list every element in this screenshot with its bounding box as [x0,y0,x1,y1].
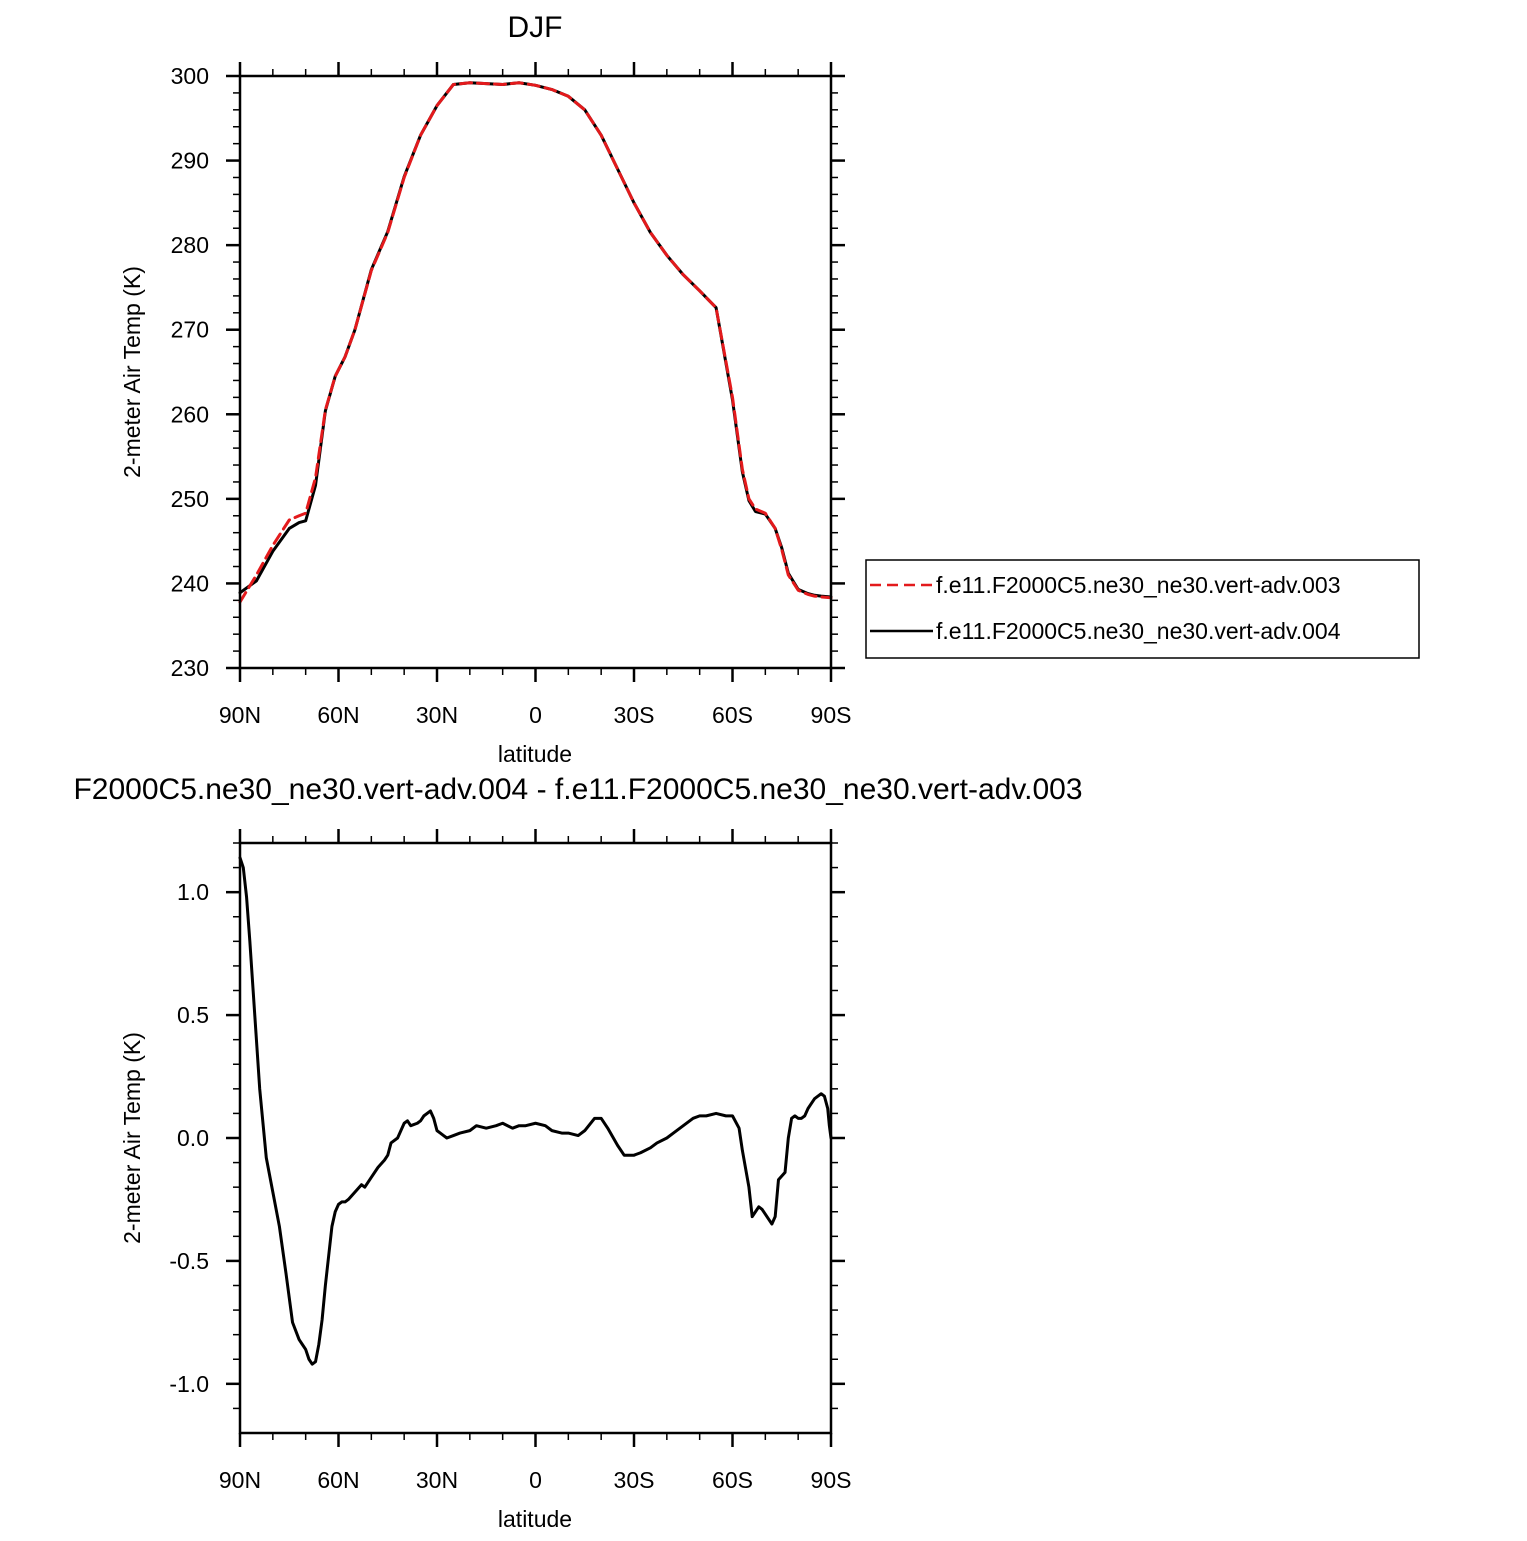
plot-frame [238,74,833,670]
x-axis-label: latitude [498,1506,572,1532]
legend: f.e11.F2000C5.ne30_ne30.vert-adv.003 f.e… [865,559,1420,659]
x-tick-label: 30S [614,1467,655,1493]
x-tick-label: 0 [529,702,542,728]
series-line-0 [238,81,833,604]
y-axis-label: 2-meter Air Temp (K) [119,1032,145,1244]
y-tick-label: 280 [171,232,209,258]
x-tick-label: 60N [317,1467,359,1493]
series-layer [238,856,833,1366]
y-axis-label: 2-meter Air Temp (K) [119,266,145,478]
series-layer [238,81,833,604]
x-tick-label: 90S [811,1467,852,1493]
y-tick-label: 0.0 [177,1125,209,1151]
y-tick-label: 270 [171,317,209,343]
x-tick-label: 60S [712,1467,753,1493]
x-tick-label: 0 [529,1467,542,1493]
chart-title: F2000C5.ne30_ne30.vert-adv.004 - f.e11.F… [73,773,1082,806]
y-tick-label: 1.0 [177,879,209,905]
plot-frame [238,841,833,1435]
x-tick-label: 60S [712,702,753,728]
legend-box [865,559,1420,659]
y-tick-label: 300 [171,63,209,89]
x-tick-label: 30S [614,702,655,728]
difference-panel: F2000C5.ne30_ne30.vert-adv.004 - f.e11.F… [73,773,1082,1532]
y-tick-label: -1.0 [169,1371,209,1397]
y-tick-label: 230 [171,655,209,681]
x-axis-label: latitude [498,741,572,767]
tick-labels: 90N 60N 30N 0 30S 60S 90S -1.0 -0.5 0.0 0.5 1.0 [169,879,851,1493]
legend-label-003: f.e11.F2000C5.ne30_ne30.vert-adv.003 [936,572,1341,598]
y-tick-label: 290 [171,148,209,174]
y-tick-label: 0.5 [177,1002,209,1028]
series-line-0 [238,856,833,1366]
x-tick-label: 90N [219,702,261,728]
temperature-panel: DJF 90N 60N 30N 0 30S 60S 90S 230 240 250 260 270 28… [119,11,851,767]
x-tick-label: 30N [416,702,458,728]
y-tick-label: -0.5 [169,1248,209,1274]
tick-marks [226,829,845,1447]
tick-marks [226,62,845,682]
series-line-1 [238,81,833,599]
x-tick-label: 90N [219,1467,261,1493]
x-tick-label: 30N [416,1467,458,1493]
tick-labels: 90N 60N 30N 0 30S 60S 90S 230 240 250 260 270 280 290… [171,63,852,728]
x-tick-label: 60N [317,702,359,728]
chart-title: DJF [508,11,563,44]
x-tick-label: 90S [811,702,852,728]
y-tick-label: 260 [171,401,209,427]
legend-label-004: f.e11.F2000C5.ne30_ne30.vert-adv.004 [936,618,1341,644]
y-tick-label: 250 [171,486,209,512]
y-tick-label: 240 [171,570,209,596]
